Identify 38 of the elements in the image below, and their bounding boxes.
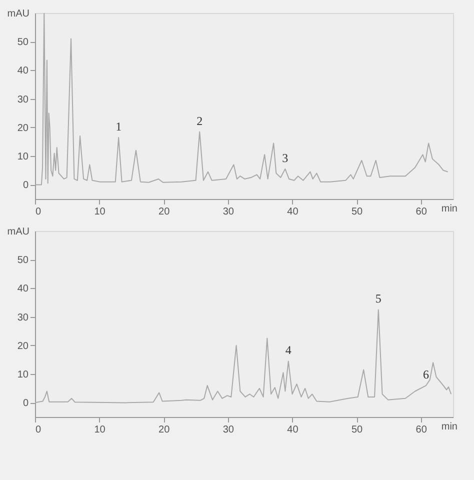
line-series <box>35 13 448 186</box>
x-tick-label: 0 <box>36 206 42 218</box>
x-tick-label: 60 <box>416 206 428 218</box>
x-tick-label: 30 <box>222 206 234 218</box>
annotation: 6 <box>422 368 429 382</box>
x-axis-title: min <box>441 422 458 432</box>
y-tick-label: 20 <box>17 340 29 352</box>
x-axis-title: min <box>441 204 458 214</box>
x-tick-label: 10 <box>94 424 106 436</box>
x-tick-label: 60 <box>416 424 428 436</box>
x-tick-label: 20 <box>158 424 170 436</box>
y-tick-label: 10 <box>17 152 29 163</box>
annotation: 4 <box>285 343 292 358</box>
x-tick-label: 10 <box>94 206 106 218</box>
x-tick-label: 50 <box>351 206 364 218</box>
x-tick-label: 0 <box>36 424 42 436</box>
y-tick-label: 0 <box>22 180 29 192</box>
x-tick-label: 40 <box>287 206 299 218</box>
x-tick-label: 30 <box>222 424 234 436</box>
y-tick-label: 20 <box>17 122 29 134</box>
y-tick-label: 30 <box>17 312 29 324</box>
y-tick-label: 10 <box>17 370 29 381</box>
x-tick-label: 20 <box>158 206 170 218</box>
line-series <box>35 309 452 404</box>
annotation: 5 <box>375 292 382 306</box>
y-tick-label: 40 <box>17 66 29 77</box>
x-tick-label: 40 <box>287 424 299 436</box>
annotation: 2 <box>196 114 203 128</box>
annotation: 1 <box>116 119 122 134</box>
y-tick-label: 40 <box>17 284 29 295</box>
x-tick-label: 50 <box>351 424 364 436</box>
y-tick-label: 0 <box>22 398 29 410</box>
y-axis-title: mAU <box>7 8 30 20</box>
y-tick-label: 30 <box>17 94 29 106</box>
y-axis-title: mAU <box>7 226 30 238</box>
y-tick-label: 50 <box>17 255 29 266</box>
y-tick-label: 50 <box>17 37 29 48</box>
annotation: 3 <box>282 150 288 165</box>
